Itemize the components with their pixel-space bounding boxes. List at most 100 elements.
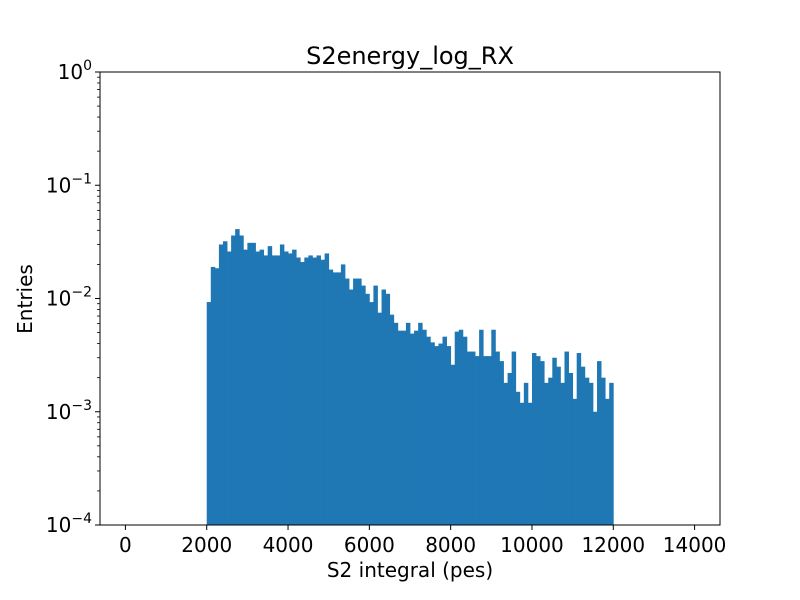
histogram-bar bbox=[479, 329, 484, 525]
histogram-bar bbox=[206, 302, 212, 525]
histogram-bar bbox=[255, 251, 260, 525]
histogram-bar bbox=[332, 272, 338, 525]
histogram-bar bbox=[454, 331, 460, 525]
y-axis-label: Entries bbox=[13, 264, 37, 334]
histogram-bar bbox=[450, 364, 456, 525]
y-tick-label: 10−3 bbox=[46, 398, 92, 424]
histogram-bar bbox=[410, 333, 415, 525]
histogram-bar bbox=[259, 249, 265, 525]
histogram-bar bbox=[426, 336, 431, 525]
histogram-bar bbox=[605, 398, 610, 525]
histogram-bar bbox=[495, 351, 500, 525]
histogram-bar bbox=[430, 342, 435, 525]
histogram-bar bbox=[251, 242, 256, 525]
y-axis-ticks: 10−4 10−3 10−2 10−1 100 bbox=[46, 58, 100, 537]
histogram-bar bbox=[357, 278, 362, 525]
histogram-bar bbox=[235, 229, 240, 525]
x-tick-label: 12000 bbox=[581, 533, 645, 557]
y-tick-label: 10−4 bbox=[46, 511, 92, 537]
histogram-bar bbox=[491, 329, 496, 525]
histogram-bar bbox=[515, 391, 521, 525]
histogram-bar bbox=[247, 242, 252, 525]
histogram-bar bbox=[540, 361, 545, 525]
histogram-bar bbox=[531, 353, 537, 525]
histogram-bar bbox=[401, 330, 407, 525]
histogram-bar bbox=[300, 262, 305, 525]
histogram-bar bbox=[227, 251, 232, 525]
histogram-bar bbox=[592, 411, 598, 525]
histogram-bar bbox=[365, 293, 370, 525]
histogram-bar bbox=[418, 322, 423, 525]
histogram-bar bbox=[527, 402, 533, 525]
histogram-bar bbox=[296, 257, 301, 525]
histogram-bar bbox=[361, 285, 366, 525]
histogram-bar bbox=[442, 336, 447, 525]
histogram-bar bbox=[458, 329, 464, 525]
histogram-bar bbox=[308, 255, 313, 525]
histogram-bar bbox=[385, 293, 391, 525]
histogram-bar bbox=[292, 249, 297, 525]
histogram-bar bbox=[320, 259, 326, 525]
histogram-bar bbox=[601, 377, 606, 525]
histogram-bar bbox=[336, 272, 342, 525]
histogram-bar bbox=[556, 366, 561, 525]
histogram-bar bbox=[487, 356, 492, 525]
histogram-bar bbox=[548, 377, 553, 525]
histogram-bar bbox=[369, 302, 374, 525]
histogram-bar bbox=[283, 251, 289, 525]
histogram-bar bbox=[214, 268, 220, 525]
histogram-bar bbox=[434, 346, 439, 525]
histogram-bar bbox=[511, 351, 517, 525]
x-tick-label: 0 bbox=[119, 533, 132, 557]
histogram-bar bbox=[576, 353, 582, 525]
histogram-bar bbox=[422, 329, 427, 525]
histogram-bar bbox=[271, 255, 277, 525]
histogram-bar bbox=[519, 402, 525, 525]
x-tick-label: 4000 bbox=[263, 533, 314, 557]
x-tick-label: 14000 bbox=[663, 533, 727, 557]
histogram-bar bbox=[397, 330, 403, 525]
histogram-bar bbox=[222, 241, 228, 526]
histogram-bar bbox=[267, 246, 273, 525]
x-axis-label: S2 integral (pes) bbox=[327, 558, 493, 582]
histogram-bar bbox=[316, 255, 321, 525]
x-tick-label: 6000 bbox=[344, 533, 395, 557]
histogram-bar bbox=[544, 382, 549, 525]
histogram-bar bbox=[523, 382, 529, 525]
histogram-bar bbox=[389, 314, 395, 525]
histogram-bar bbox=[462, 336, 468, 525]
histogram-bar bbox=[344, 278, 350, 525]
histogram-bar bbox=[373, 285, 378, 525]
histogram-bar bbox=[381, 289, 387, 525]
histogram-bar bbox=[507, 372, 513, 525]
histogram-bar bbox=[503, 382, 508, 525]
histogram-bar bbox=[564, 351, 569, 525]
histogram-bar bbox=[572, 398, 578, 525]
histogram-bar bbox=[414, 330, 419, 525]
histogram-bar bbox=[552, 357, 557, 525]
histogram-bar bbox=[263, 255, 269, 525]
x-tick-label: 2000 bbox=[181, 533, 232, 557]
histogram-bars bbox=[206, 229, 614, 526]
x-axis-ticks: 0 2000 4000 6000 8000 10000 12000 14000 bbox=[119, 525, 726, 557]
histogram-bar bbox=[470, 351, 476, 525]
y-tick-label: 10−2 bbox=[46, 285, 92, 311]
histogram-bar bbox=[324, 253, 330, 525]
histogram-bar bbox=[243, 249, 248, 525]
histogram-bar bbox=[377, 312, 382, 525]
histogram-bar bbox=[580, 366, 586, 525]
histogram-bar bbox=[275, 255, 281, 525]
histogram-bar bbox=[475, 356, 480, 525]
histogram-bar bbox=[218, 244, 224, 525]
histogram-bar bbox=[446, 346, 452, 525]
y-tick-label: 10−1 bbox=[46, 171, 92, 197]
histogram-bar bbox=[597, 361, 602, 525]
x-tick-label: 8000 bbox=[425, 533, 476, 557]
histogram-bar bbox=[393, 322, 399, 525]
histogram-bar bbox=[349, 289, 354, 525]
histogram-bar bbox=[304, 257, 309, 525]
histogram-bar bbox=[210, 266, 216, 525]
histogram-bar bbox=[499, 361, 504, 525]
histogram-bar bbox=[584, 377, 590, 525]
